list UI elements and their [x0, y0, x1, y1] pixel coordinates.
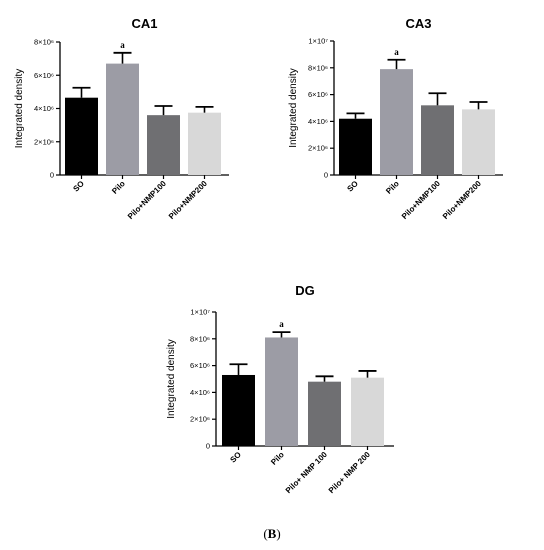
- chart-ca3-y-tick-label: 0: [324, 171, 328, 180]
- chart-dg-y-tick-label: 4×10⁶: [190, 388, 210, 397]
- figure-label: (B): [0, 526, 544, 542]
- chart-dg-y-tick-label: 6×10⁶: [190, 361, 210, 370]
- chart-ca3-y-tick-label: 6×10⁶: [308, 90, 328, 99]
- chart-ca3-bar: [421, 105, 454, 175]
- chart-dg-bar: [351, 377, 384, 446]
- chart-ca1-bar: [147, 115, 180, 175]
- chart-ca3-significance-label: a: [394, 47, 399, 57]
- figure-label-open: (: [263, 526, 268, 541]
- chart-ca1-category-label: Pilo+NMP200: [167, 179, 209, 221]
- chart-ca1: CA1 Integrated density 0 2×10⁶ 4×10⁶ 6×10⁶ 8×1…: [0, 10, 265, 255]
- chart-ca3-title: CA3: [405, 16, 431, 31]
- chart-ca3-category-label: Pilo+NMP200: [441, 179, 483, 221]
- chart-dg: DG Integrated density 0 2×10⁶ 4×10⁶ 6×10⁶ 8×10…: [150, 280, 410, 525]
- chart-dg-y-tick-label: 8×10⁶: [190, 334, 210, 343]
- chart-dg-category-label: Pilo+ NMP 100: [284, 450, 329, 495]
- chart-ca1-y-axis-label: Integrated density: [14, 69, 25, 149]
- chart-ca3-bar: [339, 118, 372, 175]
- chart-dg-significance-label: a: [279, 319, 284, 329]
- chart-dg-category-label: Pilo+ NMP 200: [327, 450, 372, 495]
- chart-ca3: CA3 Integrated density 0 2×10⁶ 4×10⁶ 6×10⁶ 8×1…: [278, 10, 544, 255]
- chart-ca1-bar: [65, 97, 98, 175]
- chart-dg-y-tick-label: 2×10⁶: [190, 415, 210, 424]
- chart-ca1-category-label: SO: [71, 179, 86, 194]
- chart-dg-y-tick-label: 0: [206, 442, 210, 451]
- chart-dg-bar: [265, 337, 298, 446]
- chart-ca3-category-label: SO: [345, 179, 360, 194]
- chart-ca1-title: CA1: [131, 16, 157, 31]
- chart-ca1-y-tick-label: 4×10⁶: [34, 104, 54, 113]
- chart-ca3-y-tick-label: 1×10⁷: [308, 37, 328, 46]
- chart-dg-category-label: Pilo: [269, 450, 286, 467]
- chart-ca1-y-tick-label: 0: [50, 171, 54, 180]
- chart-ca3-svg: CA3 Integrated density 0 2×10⁶ 4×10⁶ 6×10⁶ 8×1…: [288, 16, 503, 221]
- chart-dg-y-tick-label: 1×10⁷: [190, 308, 210, 317]
- chart-dg-bar: [222, 374, 255, 446]
- chart-ca1-bar: [106, 63, 139, 175]
- chart-dg-y-axis-label: Integrated density: [166, 339, 177, 419]
- figure-label-close: ): [276, 526, 281, 541]
- chart-ca3-y-tick-label: 8×10⁶: [308, 63, 328, 72]
- chart-ca3-category-label: Pilo: [384, 179, 401, 196]
- chart-ca1-category-label: Pilo: [110, 179, 127, 196]
- chart-dg-svg: DG Integrated density 0 2×10⁶ 4×10⁶ 6×10⁶ 8×10…: [166, 283, 394, 495]
- chart-ca3-category-label: Pilo+NMP100: [400, 179, 442, 221]
- chart-ca3-y-tick-label: 2×10⁶: [308, 144, 328, 153]
- chart-dg-title: DG: [295, 283, 315, 298]
- chart-ca3-bar: [380, 69, 413, 175]
- chart-ca1-significance-label: a: [120, 40, 125, 50]
- chart-ca1-y-tick-label: 8×10⁶: [34, 38, 54, 47]
- chart-ca3-bar: [462, 109, 495, 175]
- chart-dg-category-label: SO: [228, 450, 243, 465]
- figure-label-letter: B: [267, 526, 277, 541]
- chart-ca3-y-tick-label: 4×10⁶: [308, 117, 328, 126]
- chart-ca1-y-tick-label: 6×10⁶: [34, 71, 54, 80]
- chart-ca3-y-axis-label: Integrated density: [288, 68, 299, 148]
- chart-dg-bar: [308, 381, 341, 446]
- chart-ca1-y-tick-label: 2×10⁶: [34, 137, 54, 146]
- chart-ca1-category-label: Pilo+NMP100: [126, 179, 168, 221]
- chart-ca1-svg: CA1 Integrated density 0 2×10⁶ 4×10⁶ 6×10⁶ 8×1…: [14, 16, 229, 221]
- chart-ca1-bar: [188, 112, 221, 175]
